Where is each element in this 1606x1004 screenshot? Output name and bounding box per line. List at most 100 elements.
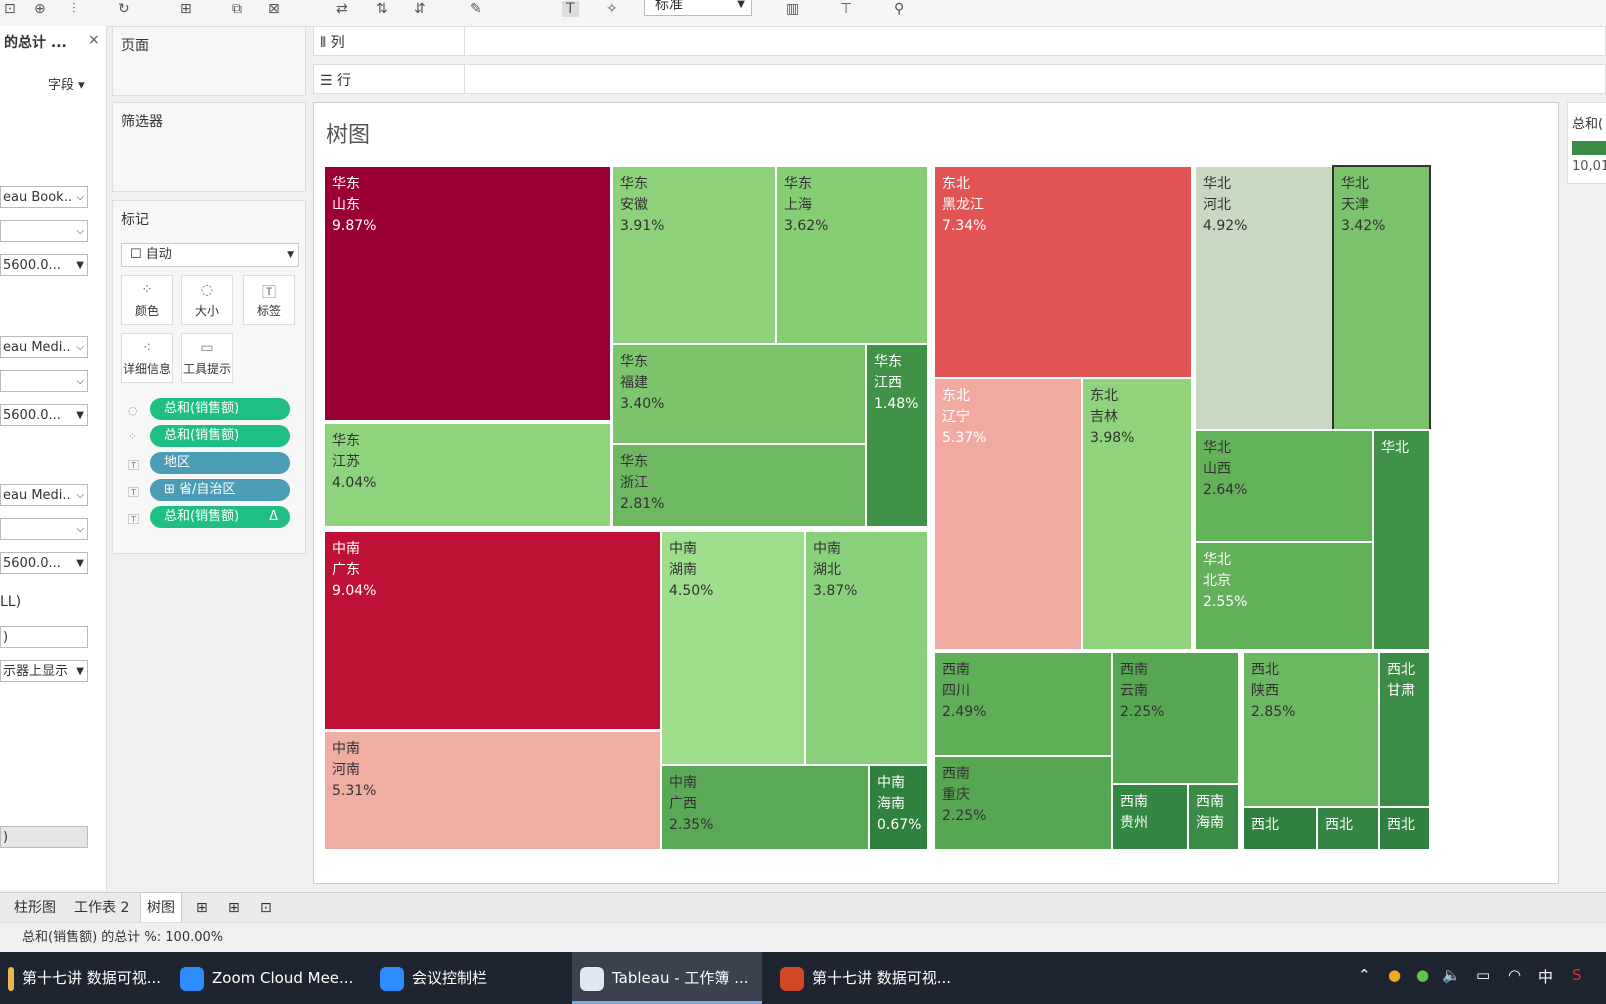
clear-sheet-icon[interactable]: ⊠ [268, 1, 280, 17]
highlight-icon[interactable]: ✎ [470, 1, 482, 17]
treemap-tile[interactable]: 华东 上海 3.62% [775, 165, 929, 345]
param-bottom[interactable]: ) [0, 826, 88, 848]
new-data-source-icon[interactable]: ⊕ [34, 1, 46, 17]
treemap-tile[interactable]: 东北 黑龙江 7.34% [933, 165, 1193, 379]
treemap-tile[interactable]: 东北 辽宁 5.37% [933, 377, 1083, 651]
treemap-tile-label: 华东 浙江 2.81% [620, 454, 665, 512]
fit-dropdown[interactable]: 标准 ▼ [644, 0, 752, 16]
treemap-tile[interactable]: 华东 江西 1.48% [865, 343, 929, 528]
ime-indicator[interactable]: 中 [1538, 968, 1554, 986]
mark-type-dropdown[interactable]: ☐ 自动 ▼ [121, 243, 299, 267]
pill-color-sales[interactable]: 总和(销售额) [150, 425, 290, 447]
treemap-tile[interactable]: 西南 海南 [1187, 783, 1240, 851]
treemap-tile[interactable]: 华北 天津 3.42% [1332, 165, 1431, 431]
size-icon: ◌ [200, 282, 214, 298]
treemap-tile[interactable]: 华东 山东 9.87% [323, 165, 612, 422]
tab-bar-chart[interactable]: 柱形图 [14, 900, 56, 916]
taskbar-item-zoom[interactable]: Zoom Cloud Mee... [172, 952, 362, 1004]
treemap-tile[interactable]: 西北 [1242, 806, 1318, 851]
tab-worksheet-2[interactable]: 工作表 2 [74, 900, 130, 916]
treemap-tile[interactable]: 华东 浙江 2.81% [611, 443, 867, 528]
battery-icon[interactable]: ▭ [1476, 966, 1491, 984]
treemap-tile[interactable]: 华北 [1372, 429, 1431, 651]
treemap-tile[interactable]: 华东 江苏 4.04% [323, 422, 612, 528]
fields-menu[interactable]: 字段 ▾ [48, 78, 85, 93]
treemap-tile[interactable]: 华北 河北 4.92% [1194, 165, 1334, 431]
treemap-tile-label: 西北 [1251, 817, 1279, 833]
close-icon[interactable]: × [88, 32, 100, 48]
rows-shelf[interactable]: ☰ 行 [313, 64, 1606, 94]
new-worksheet-icon[interactable]: ⊞ [180, 1, 192, 17]
param-dropdown-7[interactable]: eau Medi.. ⌵ [0, 484, 88, 506]
swap-icon[interactable]: ⇄ [336, 1, 348, 17]
treemap-tile[interactable]: 西北 [1378, 806, 1431, 851]
show-me-icon[interactable]: ▥ [786, 1, 800, 17]
param-dropdown-2[interactable]: ⌵ [0, 220, 88, 242]
treemap-tile[interactable]: 中南 广西 2.35% [660, 764, 870, 851]
size-button[interactable]: ◌ 大小 [181, 275, 233, 325]
pill-label-region[interactable]: 地区 [150, 452, 290, 474]
color-button[interactable]: ⁘ 颜色 [121, 275, 173, 325]
new-story-icon[interactable]: ⊡ [260, 900, 272, 916]
taskbar-item-meeting-controls[interactable]: 会议控制栏 [372, 952, 562, 1004]
volume-icon[interactable]: 🔈 [1442, 966, 1461, 984]
show-on-filter-dropdown[interactable]: 示器上显示 ▼ [0, 660, 88, 682]
pill-label-sales[interactable]: 总和(销售额) Δ [150, 506, 290, 528]
treemap-tile[interactable]: 西北 陕西 2.85% [1242, 651, 1380, 808]
fix-axes-icon[interactable]: ✧ [606, 1, 618, 17]
label-button[interactable]: 🅃 标签 [243, 275, 295, 325]
new-sheet-icon[interactable]: ⊞ [196, 900, 208, 916]
tooltip-button[interactable]: ▭ 工具提示 [181, 333, 233, 383]
treemap-tile[interactable]: 华东 安徽 3.91% [611, 165, 777, 345]
presentation-icon[interactable]: ⊤ [840, 1, 853, 17]
param-dropdown-8[interactable]: ⌵ [0, 518, 88, 540]
treemap-tile[interactable]: 西南 贵州 [1111, 783, 1189, 851]
treemap-tile[interactable]: 中南 湖南 4.50% [660, 530, 806, 766]
treemap-tile[interactable]: 中南 湖北 3.87% [804, 530, 929, 766]
param-dropdown-1[interactable]: eau Book.. ⌵ [0, 186, 88, 208]
pause-update-icon[interactable]: ⫶ [72, 1, 76, 17]
treemap-tile[interactable]: 中南 广东 9.04% [323, 530, 662, 731]
param-dropdown-9[interactable]: 5600.0... ▼ [0, 552, 88, 574]
treemap-tile[interactable]: 西南 云南 2.25% [1111, 651, 1240, 785]
plus-tray-icon[interactable]: ● [1416, 966, 1430, 984]
treemap-tile[interactable]: 东北 吉林 3.98% [1081, 377, 1193, 651]
app-tray-icon[interactable]: ● [1388, 966, 1402, 984]
sort-asc-icon[interactable]: ⇅ [376, 1, 388, 17]
wifi-icon[interactable]: ◠ [1508, 966, 1522, 984]
tab-treemap[interactable]: 树图 [140, 893, 182, 923]
treemap-tile[interactable]: 华北 山西 2.64% [1194, 429, 1374, 543]
treemap-tile-label: 西北 [1387, 817, 1415, 833]
treemap-tile[interactable]: 西南 四川 2.49% [933, 651, 1113, 757]
detail-button[interactable]: ⁖ 详细信息 [121, 333, 173, 383]
chevron-up-icon[interactable]: ⌃ [1358, 966, 1371, 984]
taskbar-item-tableau[interactable]: Tableau - 工作簿 ... [572, 952, 762, 1004]
taskbar-item-powerpoint[interactable]: 第十七讲 数据可视... [772, 952, 962, 1004]
save-icon[interactable]: ⊡ [4, 1, 16, 17]
param-dropdown-4[interactable]: eau Medi.. ⌵ [0, 336, 88, 358]
pages-card[interactable]: 页面 [112, 26, 306, 96]
param-dropdown-3[interactable]: 5600.0... ▼ [0, 254, 88, 276]
share-icon[interactable]: ⚲ [894, 1, 905, 17]
new-dashboard-icon[interactable]: ⊞ [228, 900, 240, 916]
columns-shelf[interactable]: ⦀ 列 [313, 26, 1606, 56]
sort-desc-icon[interactable]: ⇵ [414, 1, 426, 17]
treemap-tile[interactable]: 华东 福建 3.40% [611, 343, 867, 445]
treemap-tile[interactable]: 华北 北京 2.55% [1194, 541, 1374, 651]
param-dropdown-5[interactable]: ⌵ [0, 370, 88, 392]
treemap-tile[interactable]: 西南 重庆 2.25% [933, 755, 1113, 851]
treemap-tile[interactable]: 中南 海南 0.67% [868, 764, 929, 851]
param-dropdown-6[interactable]: 5600.0... ▼ [0, 404, 88, 426]
sogou-icon[interactable]: S [1572, 966, 1582, 984]
pill-size-sales[interactable]: 总和(销售额) [150, 398, 290, 420]
treemap-tile[interactable]: 中南 河南 5.31% [323, 730, 662, 851]
param-input[interactable]: ) [0, 626, 88, 648]
taskbar-item-ppt-folder[interactable]: 第十七讲 数据可视... [0, 952, 161, 1004]
filters-card[interactable]: 筛选器 [112, 102, 306, 192]
duplicate-icon[interactable]: ⧉ [232, 1, 242, 17]
treemap-tile[interactable]: 西北 甘肃 [1378, 651, 1431, 808]
label-toggle-icon[interactable]: T [562, 1, 579, 17]
redo-icon[interactable]: ↻ [118, 1, 130, 17]
pill-label-province[interactable]: ⊞ 省/自治区 [150, 479, 290, 501]
treemap-tile[interactable]: 西北 [1316, 806, 1380, 851]
